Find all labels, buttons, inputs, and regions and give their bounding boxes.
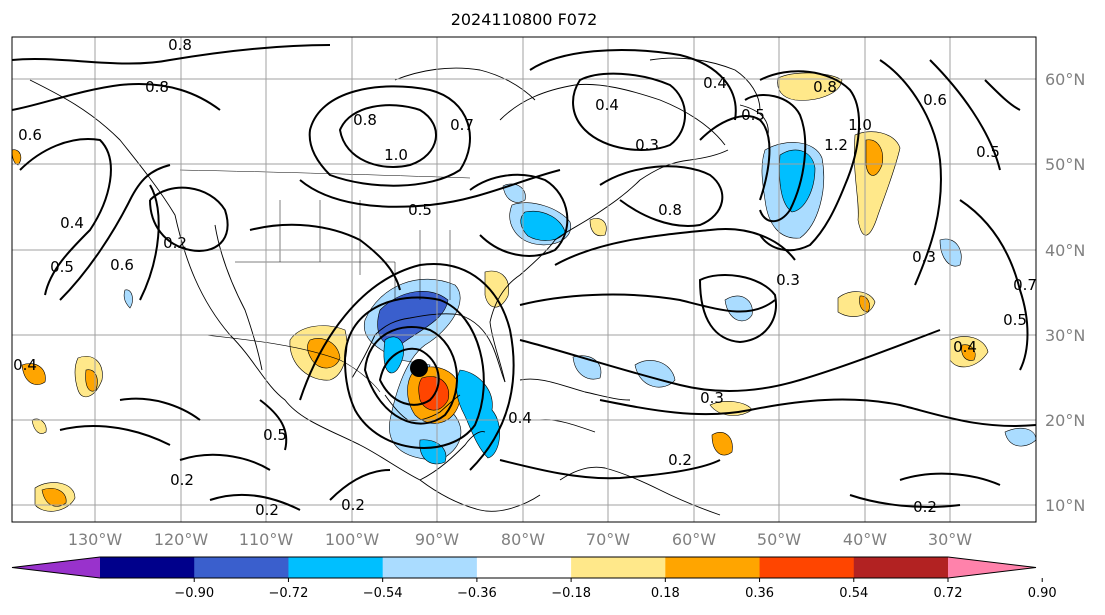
- contour-label: 0.5: [263, 426, 287, 444]
- contour-label: 0.3: [912, 248, 936, 266]
- colorbar-tick-label: −0.54: [363, 586, 403, 601]
- colorbar-tick-label: 0.54: [839, 586, 868, 601]
- colorbar-segment: [100, 557, 195, 578]
- lon-label: 120°W: [154, 530, 209, 549]
- lon-label: 100°W: [325, 530, 380, 549]
- colorbar-tick-label: 0.18: [651, 586, 680, 601]
- colorbar-segment: [571, 557, 666, 578]
- storm-center-marker: [410, 359, 428, 377]
- contour-label: 0.4: [703, 74, 727, 92]
- contour-label: 0.4: [13, 356, 37, 374]
- colorbar-extend-high: [948, 557, 1036, 578]
- lon-label: 110°W: [239, 530, 294, 549]
- lon-label: 80°W: [501, 530, 545, 549]
- contour-label: 0.5: [408, 201, 432, 219]
- colorbar-tick-label: 0.72: [934, 586, 963, 601]
- contour-label: 0.8: [168, 36, 192, 54]
- colorbar-segment: [759, 557, 855, 578]
- contour-label: 0.6: [110, 256, 134, 274]
- contour-label: 0.5: [1003, 311, 1027, 329]
- map-area: 0.8 0.6 0.4 0.5 0.6 0.2 0.8 1.0 0.7 0.5 …: [12, 36, 1037, 522]
- lon-label: 130°W: [68, 530, 123, 549]
- colorbar-segment: [288, 557, 384, 578]
- contour-label: 0.2: [170, 471, 194, 489]
- colorbar-tick-label: −0.90: [174, 586, 214, 601]
- lat-label: 20°N: [1045, 411, 1085, 430]
- contour-label: 0.3: [635, 136, 659, 154]
- colorbar-segment: [665, 557, 761, 578]
- contour-label: 0.8: [145, 78, 169, 96]
- contour-label: 0.8: [353, 111, 377, 129]
- contour-label: 1.0: [384, 146, 408, 164]
- lon-label: 50°W: [757, 530, 801, 549]
- contour-value-labels: 0.8 0.6 0.4 0.5 0.6 0.2 0.8 1.0 0.7 0.5 …: [13, 36, 1037, 519]
- colorbar-tick-label: 0.36: [745, 586, 774, 601]
- contour-label: 0.5: [976, 143, 1000, 161]
- contour-label: 0.4: [60, 214, 84, 232]
- contour-label: 0.7: [450, 116, 474, 134]
- map-frame: [11, 36, 1037, 523]
- contour-label: 0.2: [163, 234, 187, 252]
- contour-label: 1.0: [848, 116, 872, 134]
- colorbar-tick-label: −0.72: [269, 586, 309, 601]
- colorbar: [11, 556, 1037, 579]
- contour-label: 0.2: [341, 496, 365, 514]
- colorbar-segment: [194, 557, 289, 578]
- contour-label: 0.4: [508, 409, 532, 427]
- colorbar-tick-label: −0.18: [551, 586, 591, 601]
- lon-label: 60°W: [672, 530, 716, 549]
- contour-lines: [12, 44, 1036, 511]
- contour-label: 0.2: [913, 498, 937, 516]
- contour-label: 0.2: [255, 501, 279, 519]
- contour-label: 0.7: [1013, 276, 1037, 294]
- contour-label: 1.2: [824, 136, 848, 154]
- colorbar-tick-labels: −0.90 −0.72 −0.54 −0.36 −0.18 0.18 0.36 0.54 0.7…: [174, 578, 1057, 601]
- colorbar-segment: [853, 557, 949, 578]
- lat-label: 60°N: [1045, 70, 1085, 89]
- colorbar-extend-low: [12, 557, 100, 578]
- lon-label: 90°W: [415, 530, 459, 549]
- longitude-labels: 130°W 120°W 110°W 100°W 90°W 80°W 70°W 6…: [68, 530, 972, 549]
- lat-label: 30°N: [1045, 326, 1085, 345]
- lon-label: 70°W: [586, 530, 630, 549]
- contour-label: 0.8: [658, 201, 682, 219]
- contour-label: 0.6: [923, 91, 947, 109]
- contour-label: 0.2: [668, 451, 692, 469]
- map-title: 2024110800 F072: [451, 10, 598, 29]
- colorbar-tick-label: 0.90: [1028, 586, 1057, 601]
- colorbar-segment: [476, 557, 572, 578]
- contour-label: 0.5: [50, 258, 74, 276]
- latitude-labels: 60°N 50°N 40°N 30°N 20°N 10°N: [1045, 70, 1085, 515]
- contour-label: 0.4: [953, 338, 977, 356]
- contour-label: 0.5: [741, 106, 765, 124]
- gridlines: [12, 37, 1036, 522]
- lon-label: 40°W: [843, 530, 887, 549]
- lat-label: 40°N: [1045, 241, 1085, 260]
- contour-label: 0.3: [700, 389, 724, 407]
- lat-label: 10°N: [1045, 496, 1085, 515]
- colorbar-tick-label: −0.36: [457, 586, 497, 601]
- lon-label: 30°W: [928, 530, 972, 549]
- lat-label: 50°N: [1045, 155, 1085, 174]
- contour-label: 0.3: [776, 271, 800, 289]
- contour-label: 0.8: [813, 78, 837, 96]
- contour-label: 0.6: [18, 126, 42, 144]
- colorbar-segment: [382, 557, 478, 578]
- contour-label: 0.4: [595, 96, 619, 114]
